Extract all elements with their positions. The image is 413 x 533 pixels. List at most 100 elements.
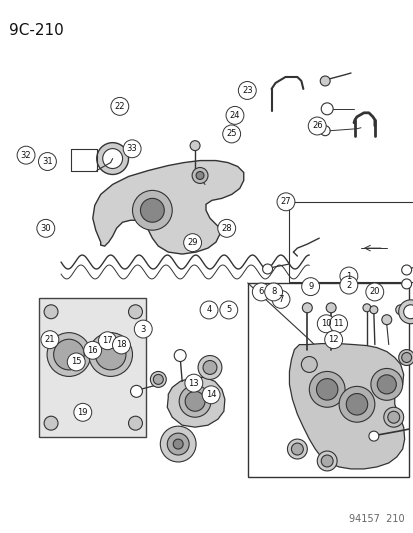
Circle shape: [111, 98, 128, 115]
Text: 3: 3: [140, 325, 146, 334]
Circle shape: [401, 279, 411, 289]
Circle shape: [41, 330, 59, 349]
Text: 33: 33: [126, 144, 137, 154]
Circle shape: [324, 330, 342, 349]
Circle shape: [44, 416, 58, 430]
Circle shape: [401, 265, 411, 275]
Text: 94157  210: 94157 210: [348, 514, 404, 523]
Circle shape: [362, 304, 370, 312]
Text: 14: 14: [205, 390, 216, 399]
Text: 26: 26: [311, 122, 322, 131]
Circle shape: [140, 198, 164, 222]
Circle shape: [83, 341, 101, 359]
Text: 8: 8: [270, 287, 275, 296]
Circle shape: [183, 233, 201, 252]
Circle shape: [38, 152, 56, 171]
Circle shape: [271, 290, 289, 308]
Circle shape: [44, 305, 58, 319]
Circle shape: [308, 117, 325, 135]
Circle shape: [376, 375, 395, 394]
Circle shape: [217, 220, 235, 237]
Circle shape: [401, 352, 411, 362]
Circle shape: [320, 455, 332, 467]
Circle shape: [185, 374, 202, 392]
Circle shape: [47, 333, 90, 376]
Circle shape: [185, 391, 204, 411]
Circle shape: [316, 378, 337, 400]
Circle shape: [192, 167, 207, 183]
Text: 13: 13: [188, 378, 199, 387]
Bar: [247, 283, 408, 477]
Circle shape: [291, 443, 303, 455]
Circle shape: [387, 411, 399, 423]
Text: 6: 6: [258, 287, 263, 296]
Circle shape: [54, 339, 84, 370]
Circle shape: [339, 276, 357, 294]
Circle shape: [222, 125, 240, 143]
Circle shape: [134, 320, 152, 338]
Text: 21: 21: [45, 335, 55, 344]
Text: 12: 12: [328, 335, 338, 344]
Circle shape: [383, 407, 403, 427]
Text: 30: 30: [40, 224, 51, 233]
Circle shape: [264, 283, 282, 301]
Circle shape: [301, 357, 316, 373]
Circle shape: [325, 303, 335, 313]
Circle shape: [301, 303, 311, 313]
Circle shape: [130, 385, 142, 397]
Text: 10: 10: [320, 319, 331, 328]
Circle shape: [252, 283, 270, 301]
Circle shape: [368, 431, 378, 441]
Circle shape: [262, 264, 272, 274]
Circle shape: [301, 278, 319, 296]
Circle shape: [102, 149, 122, 168]
Circle shape: [132, 190, 172, 230]
Text: 11: 11: [332, 319, 343, 328]
Text: 25: 25: [226, 130, 236, 139]
Polygon shape: [289, 344, 404, 469]
Text: 17: 17: [102, 336, 112, 345]
Circle shape: [17, 146, 35, 164]
Circle shape: [338, 386, 374, 422]
Circle shape: [88, 333, 132, 376]
Circle shape: [202, 360, 216, 375]
Circle shape: [345, 393, 367, 415]
Text: 7: 7: [278, 295, 283, 304]
Polygon shape: [93, 160, 243, 254]
Circle shape: [98, 332, 116, 350]
Circle shape: [219, 301, 237, 319]
Circle shape: [398, 300, 413, 324]
Text: 15: 15: [71, 358, 81, 367]
Circle shape: [287, 439, 306, 459]
Circle shape: [179, 385, 211, 417]
Polygon shape: [167, 377, 224, 427]
Circle shape: [150, 372, 166, 387]
Bar: [289, 203, 413, 282]
Text: 16: 16: [87, 346, 98, 355]
Text: 23: 23: [242, 86, 252, 95]
Text: 4: 4: [206, 305, 211, 314]
Circle shape: [74, 403, 92, 421]
Text: 9C-210: 9C-210: [9, 23, 64, 38]
Bar: [39, 298, 146, 437]
Text: 20: 20: [369, 287, 379, 296]
Circle shape: [128, 416, 142, 430]
Circle shape: [173, 439, 183, 449]
Text: 18: 18: [116, 341, 126, 350]
Circle shape: [123, 140, 141, 158]
Circle shape: [320, 76, 330, 86]
Text: 31: 31: [42, 157, 52, 166]
Text: 24: 24: [229, 111, 240, 120]
Circle shape: [199, 301, 218, 319]
Circle shape: [370, 368, 402, 400]
Circle shape: [403, 305, 413, 319]
Text: 22: 22: [114, 102, 125, 111]
Circle shape: [112, 336, 130, 354]
Text: 2: 2: [345, 280, 351, 289]
Circle shape: [339, 267, 357, 285]
Text: 28: 28: [221, 224, 232, 233]
Text: 27: 27: [280, 197, 291, 206]
Circle shape: [197, 356, 221, 379]
Text: 29: 29: [187, 238, 197, 247]
Circle shape: [381, 315, 391, 325]
